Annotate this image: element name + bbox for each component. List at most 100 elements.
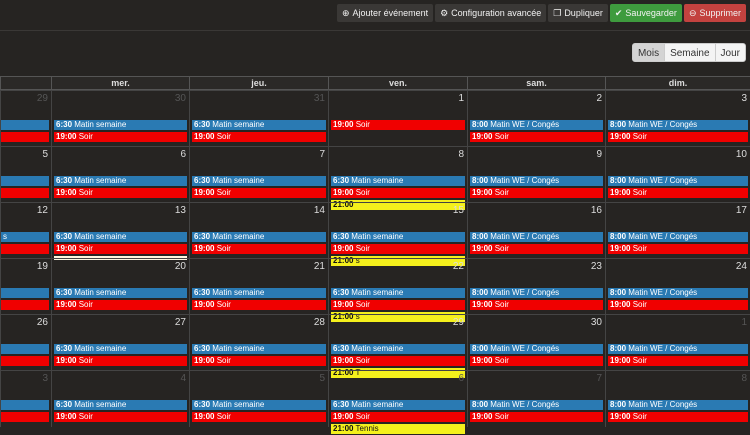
day-number[interactable]: 22 — [452, 261, 464, 272]
calendar-event[interactable]: 19:00 Soir — [331, 356, 465, 366]
day-number[interactable]: 29 — [36, 93, 48, 104]
save-button[interactable]: ✔ Sauvegarder — [609, 4, 682, 22]
day-number[interactable]: 13 — [174, 205, 186, 216]
duplicate-button[interactable]: ❐ Dupliquer — [548, 4, 608, 22]
calendar-event[interactable]: 19:00 Soir — [54, 412, 187, 422]
day-cell[interactable]: 3 8:00 Matin WE / Congés 19:00 Soir — [605, 91, 750, 147]
day-cell[interactable]: 19 — [0, 259, 51, 315]
day-cell[interactable]: 1 19:00 Soir — [328, 91, 467, 147]
day-number[interactable]: 29 — [452, 317, 464, 328]
calendar-event[interactable]: 19:00 Soir — [54, 188, 187, 198]
add-event-button[interactable]: ⊕ Ajouter événement — [337, 4, 434, 22]
day-number[interactable]: 20 — [174, 261, 186, 272]
calendar-event[interactable]: 19:00 Soir — [192, 188, 326, 198]
day-cell[interactable]: 4 6:30 Matin semaine 19:00 Soir — [51, 371, 189, 427]
calendar-event[interactable]: 19:00 Soir — [470, 300, 603, 310]
day-cell[interactable]: 8 8:00 Matin WE / Congés 19:00 Soir — [605, 371, 750, 427]
day-number[interactable]: 4 — [180, 373, 186, 384]
calendar-event[interactable]: 6:30 Matin semaine — [192, 344, 326, 354]
calendar-event[interactable]: 8:00 Matin WE / Congés — [470, 176, 603, 186]
calendar-event[interactable]: 6:30 Matin semaine — [54, 288, 187, 298]
day-number[interactable]: 1 — [458, 93, 464, 104]
day-number[interactable]: 3 — [42, 373, 48, 384]
calendar-event[interactable]: 8:00 Matin WE / Congés — [608, 176, 748, 186]
day-cell[interactable]: 29 — [0, 91, 51, 147]
day-number[interactable]: 14 — [313, 205, 325, 216]
delete-button[interactable]: ⊖ Supprimer — [683, 4, 746, 22]
calendar-event[interactable]: 19:00 Soir — [192, 356, 326, 366]
calendar-event[interactable] — [1, 356, 49, 366]
calendar-event[interactable]: 19:00 Soir — [470, 132, 603, 142]
calendar-event[interactable] — [1, 288, 49, 298]
day-cell[interactable]: 16 8:00 Matin WE / Congés 19:00 Soir — [467, 203, 605, 259]
day-cell[interactable]: 7 8:00 Matin WE / Congés 19:00 Soir — [467, 371, 605, 427]
day-cell[interactable]: 14 6:30 Matin semaine 19:00 Soir — [189, 203, 328, 259]
calendar-event[interactable]: 6:30 Matin semaine — [192, 176, 326, 186]
day-number[interactable]: 16 — [590, 205, 602, 216]
day-number[interactable]: 3 — [741, 93, 747, 104]
calendar-event[interactable] — [1, 176, 49, 186]
day-number[interactable]: 7 — [596, 373, 602, 384]
day-number[interactable]: 30 — [590, 317, 602, 328]
day-cell[interactable]: 23 8:00 Matin WE / Congés 19:00 Soir — [467, 259, 605, 315]
calendar-event[interactable]: 6:30 Matin semaine — [54, 232, 187, 242]
calendar-event[interactable]: 6:30 Matin semaine — [331, 176, 465, 186]
day-number[interactable]: 12 — [36, 205, 48, 216]
calendar-event[interactable]: 6:30 Matin semaine — [331, 400, 465, 410]
calendar-event[interactable]: 6:30 Matin semaine — [192, 288, 326, 298]
calendar-event[interactable]: 6:30 Matin semaine — [54, 176, 187, 186]
day-cell[interactable]: 15 6:30 Matin semaine 19:00 Soir 21:00 s — [328, 203, 467, 266]
day-cell[interactable]: 31 6:30 Matin semaine 19:00 Soir — [189, 91, 328, 147]
calendar-event[interactable]: 21:00 s — [331, 256, 465, 266]
calendar-event[interactable]: 6:30 Matin semaine — [192, 400, 326, 410]
calendar-event[interactable]: 19:00 Soir — [470, 188, 603, 198]
day-cell[interactable]: 9 8:00 Matin WE / Congés 19:00 Soir — [467, 147, 605, 203]
calendar-event[interactable]: 19:00 Soir — [192, 300, 326, 310]
calendar-event[interactable] — [1, 188, 49, 198]
calendar-event[interactable]: 19:00 Soir — [192, 412, 326, 422]
day-cell[interactable]: 10 8:00 Matin WE / Congés 19:00 Soir — [605, 147, 750, 203]
day-number[interactable]: 28 — [313, 317, 325, 328]
calendar-event[interactable]: 8:00 Matin WE / Congés — [608, 344, 748, 354]
day-number[interactable]: 24 — [735, 261, 747, 272]
day-number[interactable]: 31 — [313, 93, 325, 104]
advanced-config-button[interactable]: ⚙ Configuration avancée — [435, 4, 547, 22]
calendar-event[interactable]: 6:30 Matin semaine — [192, 120, 326, 130]
calendar-event[interactable] — [1, 400, 49, 410]
calendar-event[interactable]: 19:00 Soir — [608, 188, 748, 198]
calendar-event[interactable] — [1, 120, 49, 130]
day-number[interactable]: 27 — [174, 317, 186, 328]
day-cell[interactable]: 30 8:00 Matin WE / Congés 19:00 Soir — [467, 315, 605, 371]
day-number[interactable]: 23 — [590, 261, 602, 272]
calendar-event[interactable]: 8:00 Matin WE / Congés — [470, 400, 603, 410]
calendar-event[interactable]: 8:00 Matin WE / Congés — [470, 232, 603, 242]
calendar-event[interactable]: 8:00 Matin WE / Congés — [608, 288, 748, 298]
calendar-event[interactable]: 19:00 Soir — [608, 132, 748, 142]
day-number[interactable]: 5 — [42, 149, 48, 160]
calendar-event[interactable]: 6:30 Matin semaine — [192, 232, 326, 242]
day-cell[interactable]: 29 6:30 Matin semaine 19:00 Soir 21:00 T — [328, 315, 467, 378]
day-cell[interactable]: 8 6:30 Matin semaine 19:00 Soir 21:00 — [328, 147, 467, 210]
day-cell[interactable]: 3 — [0, 371, 51, 427]
day-cell[interactable]: 30 6:30 Matin semaine 19:00 Soir — [51, 91, 189, 147]
calendar-event[interactable] — [1, 244, 49, 254]
calendar-event[interactable]: 19:00 Soir — [470, 356, 603, 366]
calendar-event[interactable]: 21:00 T — [331, 368, 465, 378]
day-number[interactable]: 26 — [36, 317, 48, 328]
calendar-event[interactable]: 8:00 Matin WE / Congés — [470, 120, 603, 130]
day-cell[interactable]: 6 6:30 Matin semaine 19:00 Soir 21:00 Tenni… — [328, 371, 467, 434]
calendar-event[interactable]: 19:00 Soir — [54, 300, 187, 310]
calendar-event[interactable]: 19:00 Soir — [608, 244, 748, 254]
calendar-event[interactable]: 19:00 Soir — [608, 356, 748, 366]
calendar-event[interactable]: 19:00 Soir — [192, 244, 326, 254]
calendar-event[interactable]: 19:00 Soir — [331, 120, 465, 130]
calendar-event[interactable]: 19:00 Soir — [54, 356, 187, 366]
day-cell[interactable]: 2 8:00 Matin WE / Congés 19:00 Soir — [467, 91, 605, 147]
calendar-event[interactable]: 19:00 Soir — [331, 244, 465, 254]
calendar-event[interactable]: 8:00 Matin WE / Congés — [608, 400, 748, 410]
calendar-event[interactable]: 6:30 Matin semaine — [331, 288, 465, 298]
day-cell[interactable]: 5 — [0, 147, 51, 203]
day-number[interactable]: 30 — [174, 93, 186, 104]
day-number[interactable]: 2 — [596, 93, 602, 104]
calendar-event[interactable]: 6:30 Matin semaine — [331, 232, 465, 242]
